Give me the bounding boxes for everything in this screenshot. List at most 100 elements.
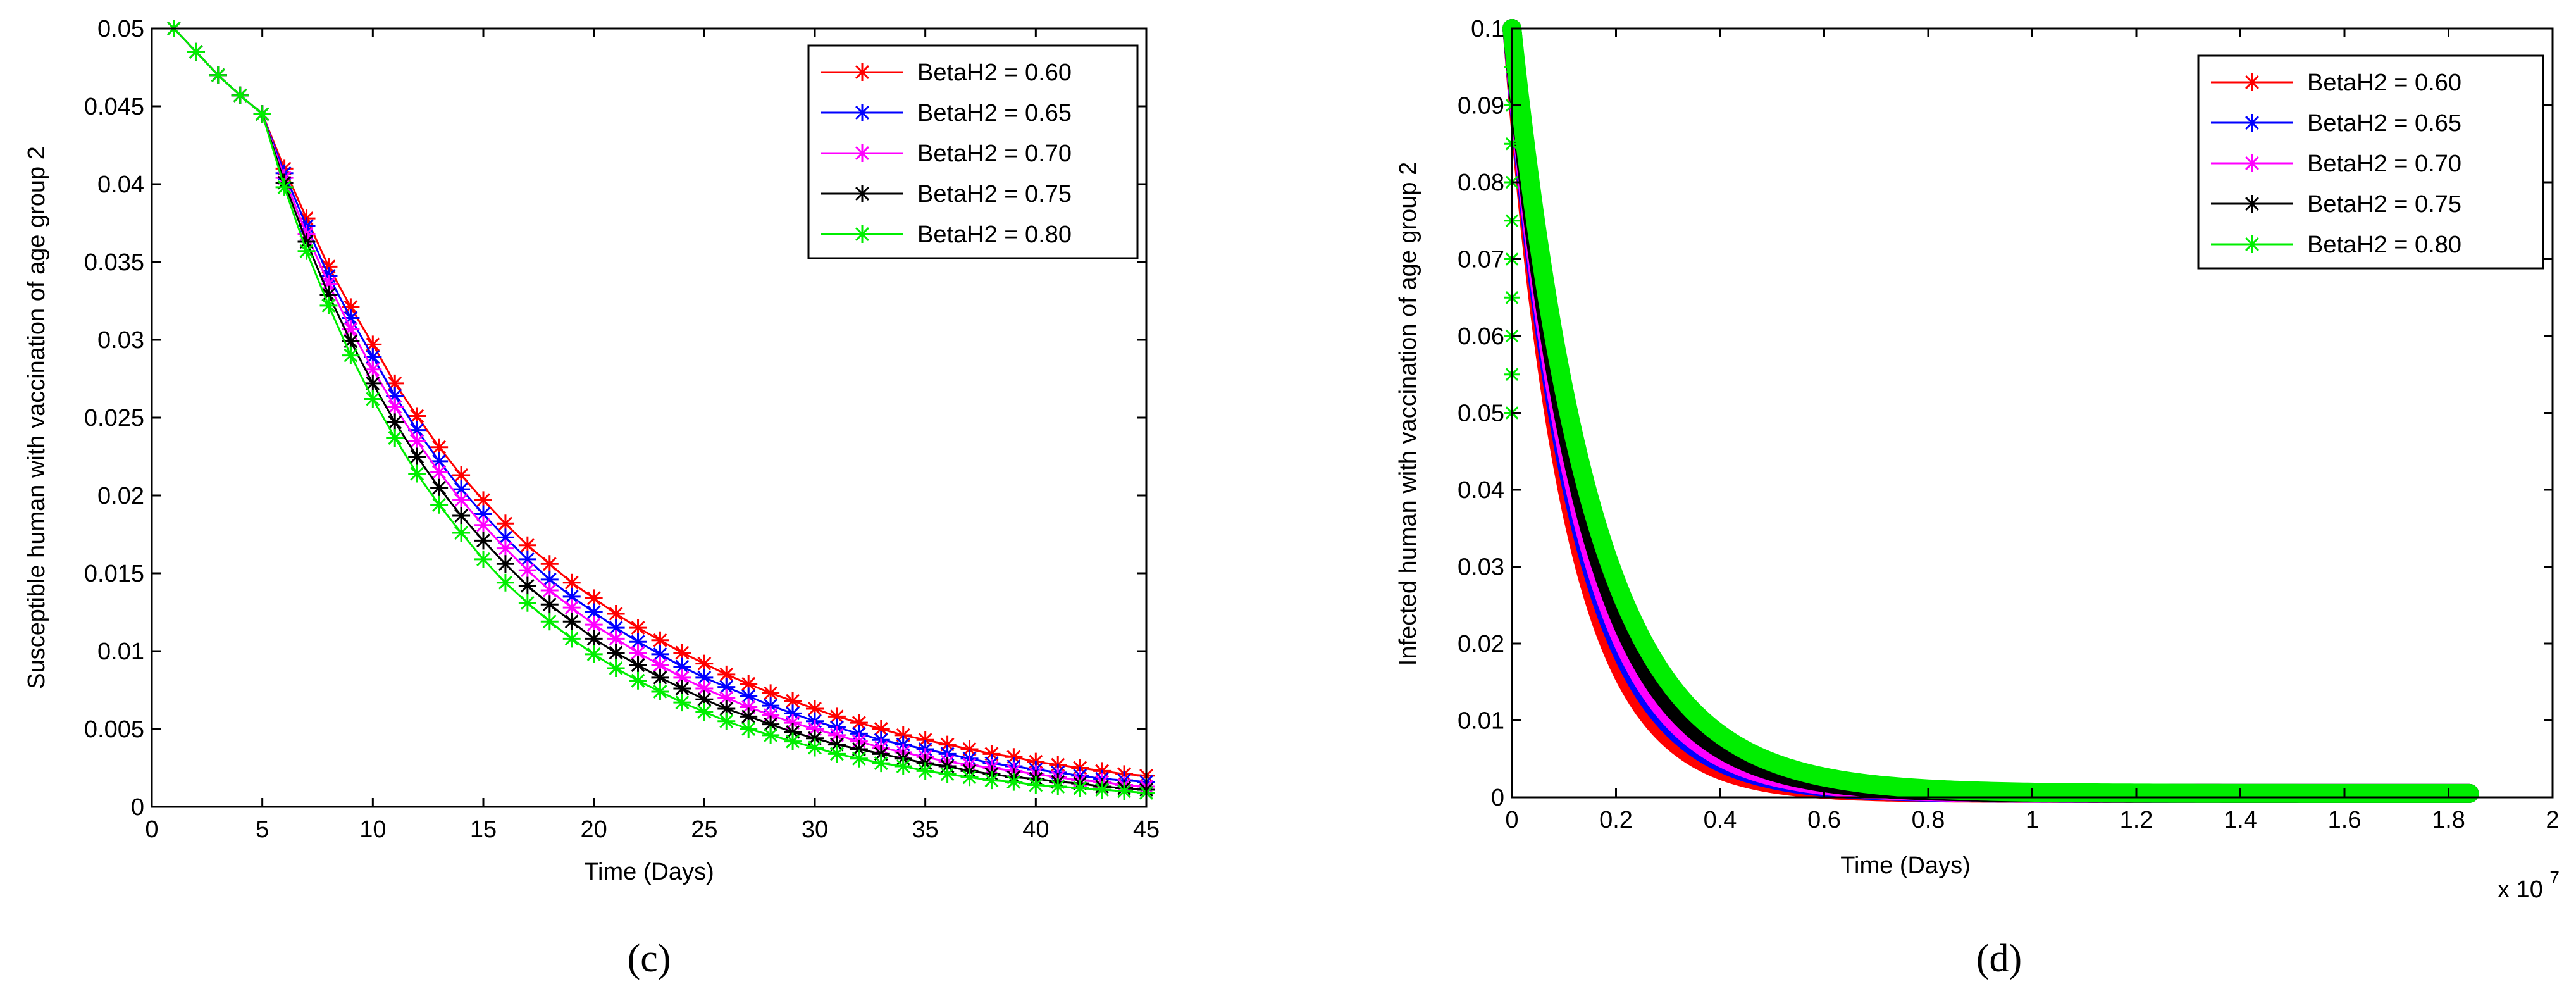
panel-d-data-point (1621, 606, 1638, 623)
panel-c-data-point (960, 740, 979, 758)
panel-c-data-point (518, 550, 536, 568)
panel-d-data-point (2107, 785, 2124, 802)
panel-c-data-point (850, 740, 868, 758)
panel-c-data-point (1027, 776, 1045, 794)
panel-c-data-point (960, 768, 979, 787)
panel-c-data-point (740, 675, 758, 693)
panel-c-data-point (982, 771, 1001, 790)
panel-c-data-point (695, 690, 714, 709)
panel-d-x-tick-label: 0.2 (1599, 807, 1633, 833)
panel-d-data-point (1577, 476, 1594, 493)
panel-d-chart: 0 0.2 0.4 0.6 0.8 1 1.2 1.4 1.6 1.8 2 0 0.01 0.02 0.03… (1395, 16, 2560, 980)
panel-d-data-point (1769, 756, 1786, 773)
panel-c-x-tick-label: 5 (256, 816, 269, 843)
panel-c-data-point (562, 630, 581, 648)
panel-c-y-axis-title: Susceptible human with vaccination of ag… (23, 146, 50, 689)
panel-d-label: (d) (1976, 937, 2022, 980)
panel-c-data-point (231, 86, 249, 104)
panel-c-data-point (408, 464, 426, 483)
panel-c-data-point (894, 726, 912, 744)
panel-d-data-point (2152, 785, 2169, 802)
panel-d-data-point (2019, 783, 2036, 800)
panel-d-data-point (1666, 681, 1683, 698)
panel-c-data-point (651, 645, 669, 663)
panel-c-data-point (408, 432, 426, 450)
panel-c-data-point (695, 668, 714, 687)
panel-d-data-point (1636, 635, 1653, 652)
panel-d-data-point (2343, 785, 2360, 802)
panel-d-x-tick-label: 1.8 (2432, 807, 2465, 833)
panel-d-data-point (1606, 570, 1623, 587)
panel-c-data-point (452, 524, 471, 542)
panel-c-x-tick-label: 0 (145, 816, 158, 843)
panel-c-data-point (806, 729, 824, 747)
panel-c-data-point (386, 413, 404, 432)
panel-c-data-point (629, 619, 647, 637)
panel-d-data-point (2225, 785, 2242, 802)
panel-c-data-point (585, 589, 603, 607)
panel-c-x-axis-title: Time (Days) (584, 859, 714, 885)
panel-c-ticks: 0 5 10 15 20 25 30 35 40 45 0 0.005 0.01 0.015 0.02 0.0… (84, 16, 1160, 843)
panel-c-data-point (496, 573, 514, 592)
panel-c-data-point (585, 616, 603, 634)
panel-c-data-point (386, 387, 404, 405)
panel-c-data-point (607, 659, 625, 678)
panel-c-data-point (430, 452, 449, 470)
panel-c-legend-label: BetaH2 = 0.60 (917, 59, 1072, 86)
panel-d-x-tick-label: 0.6 (1807, 807, 1841, 833)
panel-d-data-point (2122, 785, 2139, 802)
panel-d-data-point (1812, 768, 1830, 785)
panel-c-data-point (540, 570, 559, 588)
panel-c-data-point (209, 66, 227, 84)
panel-c-data-point (607, 644, 625, 662)
panel-d-data-point (1533, 252, 1550, 270)
panel-c-data-point (695, 680, 714, 698)
panel-c-data-point (297, 242, 316, 260)
panel-c-data-point (850, 749, 868, 768)
panel-d-data-point (2166, 785, 2183, 802)
panel-c-data-point (562, 587, 581, 606)
panel-d-data-point (2210, 785, 2227, 802)
panel-c-data-point (319, 275, 338, 293)
panel-c-data-point (762, 706, 780, 724)
panel-c-series (164, 20, 1155, 799)
panel-c-data-point (717, 665, 736, 683)
panel-c-y-tick-label: 0.035 (84, 249, 144, 276)
panel-c-legend-label: BetaH2 = 0.70 (917, 140, 1072, 167)
panel-c-data-point (187, 42, 205, 61)
panel-c-data-point (430, 478, 449, 497)
panel-d-data-point (1563, 414, 1580, 432)
panel-c-x-tick-label: 15 (470, 816, 497, 843)
panel-d-data-point (2078, 784, 2095, 801)
panel-c-data-point (452, 466, 471, 485)
panel-d-data-point (1725, 747, 1742, 764)
panel-d-legend-marker (2243, 154, 2261, 172)
panel-d-x-tick-label: 0.4 (1704, 807, 1737, 833)
panel-c-data-point (607, 630, 625, 648)
panel-c-data-point (386, 374, 404, 392)
panel-d-y-tick-label: 0.01 (1458, 708, 1504, 735)
panel-c-data-point (850, 714, 868, 732)
panel-c-data-point (651, 656, 669, 675)
panel-c-x-tick-label: 40 (1022, 816, 1049, 843)
panel-d-data-point (1857, 775, 1874, 792)
panel-c-data-point (784, 723, 802, 741)
panel-c-data-point (342, 320, 360, 338)
panel-c-data-point (297, 233, 316, 251)
panel-c-data-point (319, 285, 338, 304)
panel-c-data-point (695, 702, 714, 721)
panel-c-data-point (740, 720, 758, 738)
panel-c-data-point (452, 506, 471, 525)
panel-c-legend-marker (853, 63, 871, 81)
panel-c-data-point (806, 720, 824, 738)
panel-d-legend-label: BetaH2 = 0.75 (2307, 191, 2461, 218)
panel-d-data-point (2431, 785, 2448, 802)
panel-c-data-point (1093, 780, 1112, 799)
panel-d-data-point (1650, 682, 1668, 699)
panel-c-y-tick-label: 0.025 (84, 405, 144, 432)
panel-c-data-point (319, 258, 338, 276)
panel-d-data-point (1901, 779, 1918, 796)
panel-d-data-point (2269, 785, 2286, 802)
panel-c-data-point (386, 428, 404, 447)
panel-c-data-point (717, 712, 736, 730)
